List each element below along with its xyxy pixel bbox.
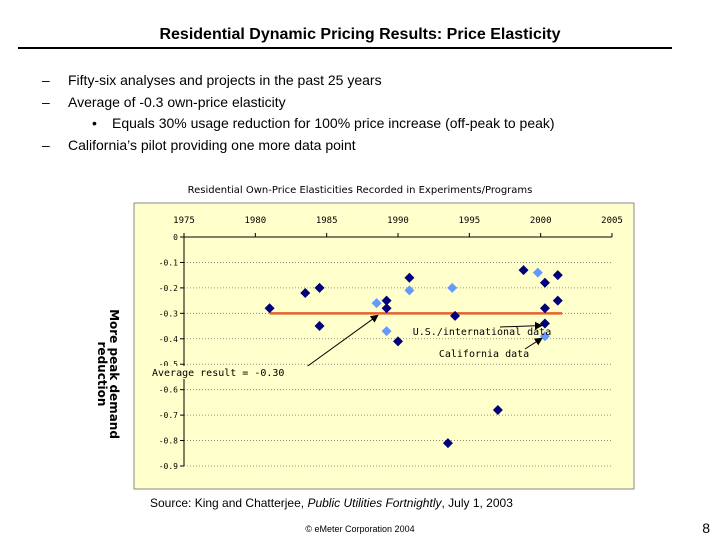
y-tick-label: -0.7	[159, 411, 178, 420]
annotation-background	[149, 366, 309, 379]
y-tick-label: -0.2	[159, 284, 178, 293]
source-publication: Public Utilities Fortnightly	[307, 496, 442, 510]
y-tick-label: 0	[173, 233, 178, 242]
us-data-point	[518, 265, 529, 276]
us-data-point	[539, 303, 550, 314]
us-data-point	[393, 336, 403, 347]
us-data-point	[404, 272, 415, 283]
bullet-dash: –	[42, 136, 50, 153]
bullet-dot: •	[92, 115, 97, 131]
bullet-list: – Fifty-six analyses and projects in the …	[42, 70, 555, 156]
sub-bullet-item: • Equals 30% usage reduction for 100% pri…	[42, 113, 555, 135]
annotation-arrow	[524, 337, 543, 350]
california-data-annotation: California data	[439, 349, 529, 360]
bullet-text: Fifty-six analyses and projects in the p…	[68, 72, 382, 88]
y-tick-label: -0.4	[159, 335, 178, 344]
average-result-annotation: Average result = -0.30	[152, 368, 284, 379]
page-number: 8	[702, 520, 710, 536]
y-tick-label: -0.1	[159, 258, 178, 267]
bullet-item: – Fifty-six analyses and projects in the …	[42, 70, 555, 92]
california-data-point	[404, 285, 415, 296]
x-tick-label: 1995	[458, 216, 480, 226]
us-data-point	[552, 270, 563, 281]
y-tick-label: -0.3	[159, 309, 178, 318]
us-data-point	[539, 277, 550, 288]
annotation-arrow	[304, 314, 379, 369]
us-data-point	[492, 405, 503, 416]
chart-title: Residential Own-Price Elasticities Recor…	[187, 185, 533, 196]
copyright-footer: © eMeter Corporation 2004	[305, 524, 415, 534]
source-suffix: , July 1, 2003	[441, 496, 513, 510]
title-underline	[18, 47, 672, 49]
bullet-item: – California’s pilot providing one more d…	[42, 135, 555, 157]
bullet-dash: –	[42, 93, 50, 110]
x-tick-label: 1975	[173, 216, 195, 226]
us-data-point	[442, 438, 453, 449]
bullet-text: California’s pilot providing one more da…	[68, 136, 356, 153]
slide-title: Residential Dynamic Pricing Results: Pri…	[159, 26, 561, 43]
source-prefix: Source: King and Chatterjee,	[150, 496, 308, 510]
y-tick-label: -0.9	[159, 462, 178, 471]
california-data-point	[371, 298, 382, 309]
us-data-point	[381, 303, 392, 314]
x-tick-label: 1980	[244, 216, 266, 226]
us-data-point	[314, 321, 325, 332]
x-tick-label: 1990	[387, 216, 409, 226]
california-data-point	[532, 267, 543, 278]
us-data-point	[300, 287, 311, 298]
bullet-item: – Average of -0.3 own-price elasticity	[42, 92, 555, 114]
y-tick-label: -0.5	[159, 360, 178, 369]
x-tick-label: 2005	[601, 216, 623, 226]
chart-area	[133, 202, 635, 490]
source-citation: Source: King and Chatterjee, Public Util…	[150, 496, 513, 510]
annotation-arrow	[499, 321, 543, 330]
us-data-annotation: U.S./international data	[413, 327, 551, 338]
california-data-point	[381, 326, 392, 337]
us-data-point	[381, 295, 392, 306]
us-data-point	[450, 310, 461, 321]
x-tick-label: 1985	[316, 216, 338, 226]
y-tick-label: -0.8	[159, 437, 178, 446]
us-data-point	[552, 295, 563, 306]
x-tick-label: 2000	[530, 216, 552, 226]
bullet-dash: –	[42, 72, 50, 88]
y-tick-label: -0.6	[159, 386, 178, 395]
us-data-point	[314, 282, 325, 293]
bullet-text: Average of -0.3 own-price elasticity	[68, 93, 286, 110]
california-data-point	[447, 282, 458, 293]
us-data-point	[264, 303, 275, 314]
sub-bullet-text: Equals 30% usage reduction for 100% pric…	[112, 115, 555, 131]
